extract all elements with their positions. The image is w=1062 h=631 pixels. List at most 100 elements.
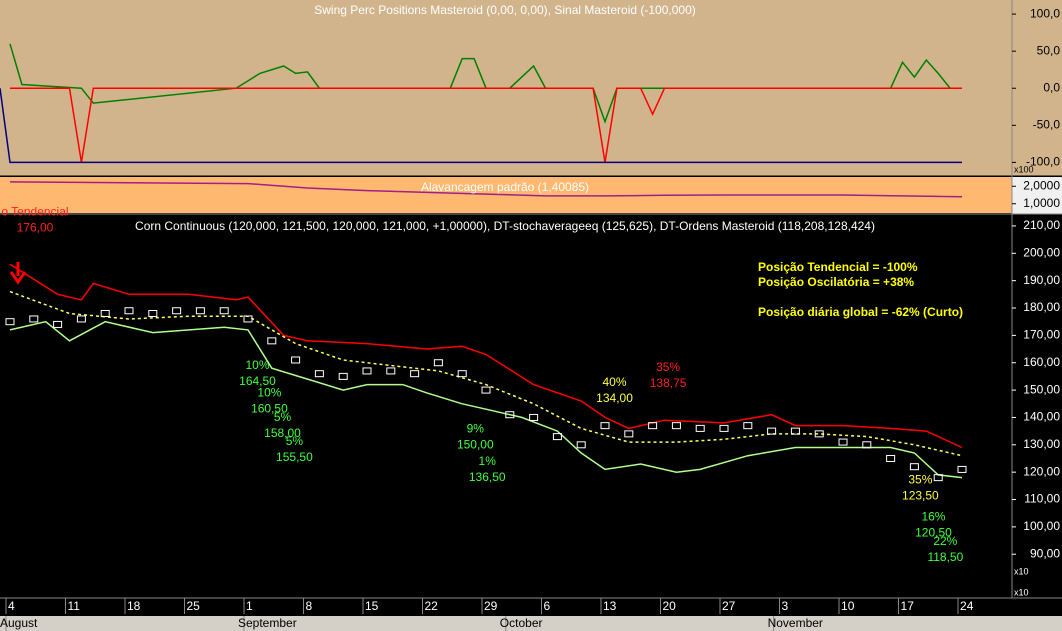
y-tick-label: 160,00	[1023, 355, 1060, 369]
month-label: October	[500, 616, 543, 630]
x-tick-label: 11	[67, 599, 80, 613]
price-marker	[719, 424, 729, 432]
unit-label: x100	[1014, 164, 1034, 174]
annotation: 134,00	[596, 391, 633, 405]
x-tick-label: 29	[484, 599, 498, 613]
price-marker	[576, 441, 586, 449]
price-marker	[600, 422, 610, 430]
price-marker	[743, 422, 753, 430]
price-marker	[886, 454, 896, 462]
annotation: 1%	[479, 454, 497, 468]
price-marker	[481, 386, 491, 394]
month-label: September	[238, 616, 297, 630]
x-tick-label: 13	[603, 599, 617, 613]
x-tick-label: 10	[841, 599, 855, 613]
price-marker	[814, 430, 824, 438]
annotation: 5%	[286, 434, 304, 448]
price-marker	[100, 309, 110, 317]
panel-title: Swing Perc Positions Masteroid (0,00, 0,…	[314, 3, 696, 17]
series-line	[0, 88, 962, 164]
annotation: 176,00	[17, 220, 54, 234]
info-text: Posição Tendencial = -100%	[758, 260, 918, 274]
month-label: August	[0, 616, 38, 630]
axis-bg	[0, 616, 1062, 631]
unit-label: x10	[1014, 566, 1029, 576]
annotation: 118,50	[927, 550, 963, 564]
series-line	[9, 263, 963, 449]
panel-title: Alavancagem padrão (1,40085)	[421, 180, 589, 194]
x-tick-label: 4	[8, 599, 15, 613]
annotation: 16%	[921, 509, 945, 523]
axis-bg	[1012, 177, 1062, 214]
annotation: 123,50	[902, 488, 939, 502]
price-marker	[552, 433, 562, 441]
x-tick-label: 18	[127, 599, 141, 613]
price-marker	[410, 370, 420, 378]
price-marker	[338, 372, 348, 380]
price-marker	[957, 465, 967, 473]
price-marker	[433, 359, 443, 367]
price-marker	[5, 318, 15, 326]
price-marker	[648, 422, 658, 430]
panel	[9, 181, 963, 198]
annotation: o Tendencial	[1, 204, 68, 218]
annotation: 35%	[656, 360, 680, 374]
x-tick-label: 8	[306, 599, 313, 613]
axis-bg	[0, 598, 1062, 616]
price-marker	[862, 441, 872, 449]
series-line	[9, 43, 962, 124]
price-marker	[29, 315, 39, 323]
x-tick-label: 25	[187, 599, 201, 613]
price-marker	[790, 427, 800, 435]
annotation: 138,75	[650, 376, 687, 390]
price-marker	[838, 438, 848, 446]
unit-label: x10	[1014, 587, 1029, 597]
price-marker	[148, 309, 158, 317]
x-tick-label: 24	[960, 599, 974, 613]
y-tick-label: 100,0	[1030, 6, 1060, 20]
price-marker	[671, 422, 681, 430]
y-tick-label: 170,00	[1023, 328, 1060, 342]
x-tick-label: 20	[663, 599, 677, 613]
annotation: 158,00	[264, 426, 301, 440]
price-marker	[695, 424, 705, 432]
annotation: 35%	[908, 472, 932, 486]
price-marker	[53, 320, 63, 328]
y-tick-label: 50,0	[1037, 43, 1061, 57]
annotation: 5%	[274, 410, 292, 424]
x-tick-label: 3	[782, 599, 789, 613]
y-tick-label: 2,0000	[1023, 178, 1060, 192]
price-marker	[505, 411, 515, 419]
annotation: 120,50	[915, 525, 952, 539]
price-marker	[243, 315, 253, 323]
annotation: 22%	[933, 534, 957, 548]
y-tick-label: 150,00	[1023, 382, 1060, 396]
price-marker	[219, 307, 229, 315]
annotation: 136,50	[469, 470, 506, 484]
y-tick-label: 90,00	[1030, 546, 1060, 560]
price-marker	[386, 367, 396, 375]
price-marker	[76, 315, 86, 323]
panel-bg	[0, 215, 1062, 598]
price-marker	[291, 356, 301, 364]
price-marker	[457, 370, 467, 378]
x-tick-label: 6	[544, 599, 551, 613]
annotation: 10%	[257, 386, 281, 400]
panel	[5, 263, 967, 482]
series-line	[9, 320, 963, 479]
annotation: 150,00	[457, 437, 494, 451]
y-tick-label: -50,0	[1033, 117, 1061, 131]
x-tick-label: 15	[365, 599, 379, 613]
price-marker	[767, 427, 777, 435]
plot: Swing Perc Positions Masteroid (0,00, 0,…	[0, 3, 1060, 631]
y-tick-label: 110,00	[1024, 492, 1060, 506]
annotation: 40%	[603, 375, 627, 389]
price-marker	[933, 474, 943, 482]
y-tick-label: 130,00	[1023, 437, 1060, 451]
y-tick-label: 0,0	[1043, 80, 1060, 94]
y-tick-label: 1,0000	[1023, 196, 1060, 210]
price-marker	[362, 367, 372, 375]
y-tick-label: 120,00	[1023, 464, 1060, 478]
